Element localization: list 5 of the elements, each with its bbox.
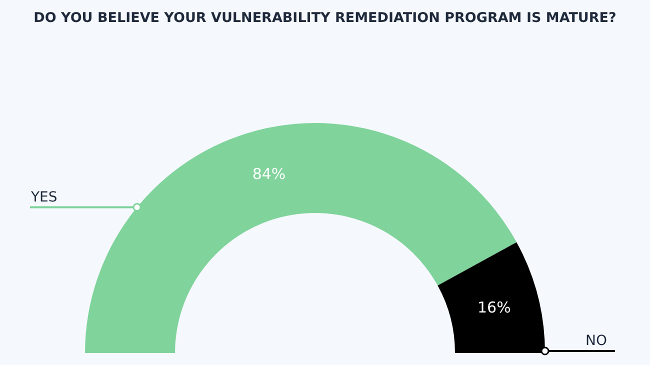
data-label: 16% [478, 298, 511, 316]
chart-title: DO YOU BELIEVE YOUR VULNERABILITY REMEDIATION PROGRAM IS MATURE? [34, 10, 616, 26]
slice-label: YES [30, 189, 58, 206]
data-label: 84% [252, 165, 286, 184]
slice-label: NO [586, 333, 607, 349]
